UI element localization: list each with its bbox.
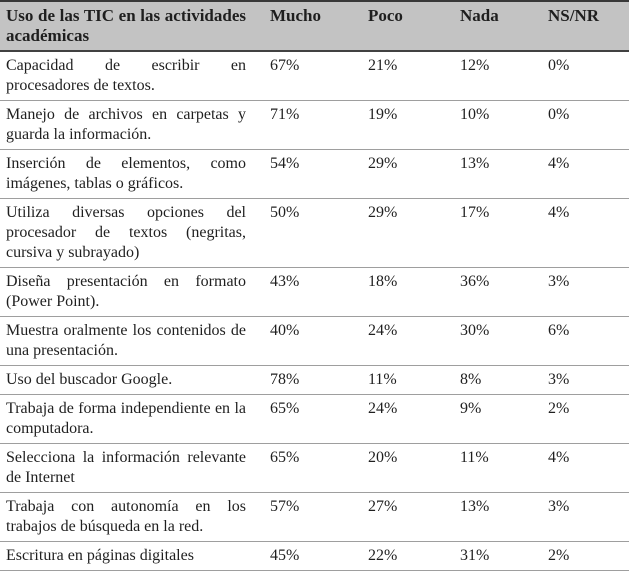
value-nada: 30% <box>452 316 540 366</box>
value-nada: 10% <box>452 100 540 150</box>
value-poco: 22% <box>360 541 452 571</box>
table-row: Trabaja con autonomía en los trabajos de… <box>0 492 629 542</box>
value-mucho: 40% <box>262 316 360 366</box>
value-poco: 29% <box>360 198 452 268</box>
value-nada: 9% <box>452 394 540 444</box>
value-nada: 13% <box>452 149 540 199</box>
value-mucho: 54% <box>262 149 360 199</box>
value-nada: 11% <box>452 443 540 493</box>
activity-label: Trabaja de forma independiente en la com… <box>0 394 262 444</box>
activity-label: Capacidad de escribir en procesadores de… <box>0 51 262 101</box>
value-mucho: 43% <box>262 267 360 317</box>
header-nada: Nada <box>452 1 540 52</box>
activity-label: Escritura en páginas digitales <box>0 541 262 571</box>
activity-label: Selecciona la información relevante de I… <box>0 443 262 493</box>
activity-label: Utiliza diversas opciones del procesador… <box>0 198 262 268</box>
value-mucho: 65% <box>262 443 360 493</box>
activity-label: Manejo de archivos en carpetas y guarda … <box>0 100 262 150</box>
activity-label: Inserción de elementos, como imágenes, t… <box>0 149 262 199</box>
value-nsnr: 3% <box>540 492 629 542</box>
table-header-row: Uso de las TIC en las actividades académ… <box>0 1 629 52</box>
value-mucho: 45% <box>262 541 360 571</box>
value-nsnr: 4% <box>540 149 629 199</box>
value-poco: 19% <box>360 100 452 150</box>
value-nada: 12% <box>452 51 540 101</box>
value-nsnr: 0% <box>540 51 629 101</box>
value-nsnr: 2% <box>540 394 629 444</box>
value-mucho: 78% <box>262 365 360 395</box>
value-nsnr: 4% <box>540 443 629 493</box>
header-topic: Uso de las TIC en las actividades académ… <box>0 1 262 52</box>
value-poco: 21% <box>360 51 452 101</box>
table-row: Trabaja de forma independiente en la com… <box>0 394 629 444</box>
activity-label: Diseña presentación en formato (Power Po… <box>0 267 262 317</box>
value-nada: 31% <box>452 541 540 571</box>
value-poco: 24% <box>360 394 452 444</box>
value-poco: 29% <box>360 149 452 199</box>
table-row: Capacidad de escribir en procesadores de… <box>0 51 629 101</box>
value-nada: 8% <box>452 365 540 395</box>
activity-label: Trabaja con autonomía en los trabajos de… <box>0 492 262 542</box>
value-poco: 24% <box>360 316 452 366</box>
header-poco: Poco <box>360 1 452 52</box>
value-nsnr: 3% <box>540 365 629 395</box>
value-mucho: 50% <box>262 198 360 268</box>
value-nada: 36% <box>452 267 540 317</box>
value-poco: 11% <box>360 365 452 395</box>
table-row: Uso del buscador Google. 78% 11% 8% 3% <box>0 365 629 395</box>
value-nsnr: 4% <box>540 198 629 268</box>
header-nsnr: NS/NR <box>540 1 629 52</box>
header-mucho: Mucho <box>262 1 360 52</box>
value-nsnr: 2% <box>540 541 629 571</box>
activity-label: Uso del buscador Google. <box>0 365 262 395</box>
table-row: Manejo de archivos en carpetas y guarda … <box>0 100 629 150</box>
activity-label: Muestra oralmente los contenidos de una … <box>0 316 262 366</box>
table-row: Escritura en páginas digitales 45% 22% 3… <box>0 541 629 571</box>
table-row: Diseña presentación en formato (Power Po… <box>0 267 629 317</box>
table-row: Selecciona la información relevante de I… <box>0 443 629 493</box>
value-mucho: 65% <box>262 394 360 444</box>
value-poco: 18% <box>360 267 452 317</box>
value-mucho: 67% <box>262 51 360 101</box>
value-poco: 27% <box>360 492 452 542</box>
value-nada: 17% <box>452 198 540 268</box>
value-nsnr: 0% <box>540 100 629 150</box>
value-poco: 20% <box>360 443 452 493</box>
value-mucho: 71% <box>262 100 360 150</box>
table-row: Muestra oralmente los contenidos de una … <box>0 316 629 366</box>
value-nsnr: 3% <box>540 267 629 317</box>
value-nsnr: 6% <box>540 316 629 366</box>
table-row: Utiliza diversas opciones del procesador… <box>0 198 629 268</box>
table-row: Inserción de elementos, como imágenes, t… <box>0 149 629 199</box>
value-nada: 13% <box>452 492 540 542</box>
value-mucho: 57% <box>262 492 360 542</box>
